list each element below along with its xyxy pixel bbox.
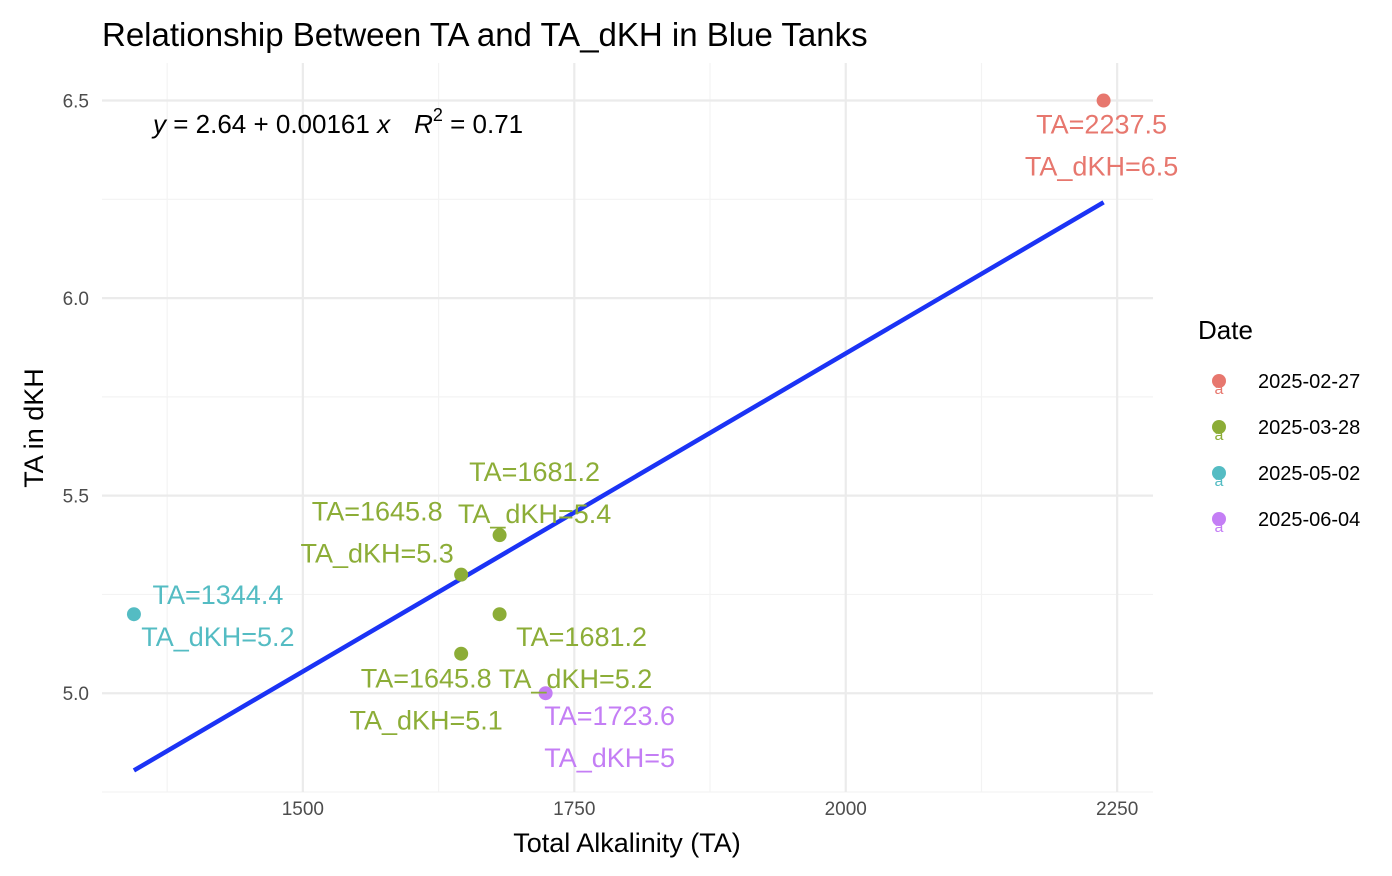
legend-label: 2025-06-04 <box>1258 509 1360 531</box>
point-label-dkh: TA_dKH=5.2 <box>499 664 652 694</box>
point-label-dkh: TA_dKH=5.2 <box>141 622 294 652</box>
eq-r-sup: 2 <box>433 105 443 125</box>
major-gridlines <box>102 63 1153 792</box>
minor-gridlines <box>102 63 1153 793</box>
x-tick-label: 1500 <box>282 799 324 820</box>
x-axis-title: Total Alkalinity (TA) <box>513 828 741 858</box>
point-label-dkh: TA_dKH=5.1 <box>349 706 502 736</box>
point-labels: TA=2237.5TA_dKH=6.5TA=1681.2TA_dKH=5.4TA… <box>141 110 1178 774</box>
y-axis-tick-labels: 5.0 5.5 6.0 6.5 <box>63 92 89 706</box>
point-label-ta: TA=1681.2 <box>469 457 600 487</box>
point-label-dkh: TA_dKH=6.5 <box>1025 152 1178 182</box>
data-point <box>126 607 141 622</box>
point-label-dkh: TA_dKH=5 <box>544 743 675 773</box>
legend-key-point <box>1212 512 1226 526</box>
data-point <box>492 528 507 543</box>
point-label-ta: TA=1723.6 <box>544 701 675 731</box>
eq-r2-value: = 0.71 <box>443 109 523 139</box>
chart-title: Relationship Between TA and TA_dKH in Bl… <box>102 16 868 53</box>
regression-line-layer <box>132 200 1105 773</box>
eq-rhs: = 2.64 + 0.00161 <box>166 109 377 139</box>
point-label-ta: TA=1344.4 <box>152 580 283 610</box>
legend-label: 2025-02-27 <box>1258 371 1360 393</box>
x-tick-label: 1750 <box>553 799 595 820</box>
data-point <box>454 567 469 582</box>
y-axis-title: TA in dKH <box>19 368 49 488</box>
data-point <box>492 607 507 622</box>
data-point <box>538 686 553 701</box>
regression-line <box>132 200 1105 773</box>
x-tick-label: 2000 <box>825 799 867 820</box>
point-label-dkh: TA_dKH=5.4 <box>458 499 611 529</box>
legend-key-point <box>1212 466 1226 480</box>
legend-key-point <box>1212 374 1226 388</box>
point-label-ta: TA=1645.8 <box>361 664 492 694</box>
data-point <box>454 646 469 661</box>
legend-key-text-glyph: a <box>1215 427 1224 444</box>
eq-r: R <box>414 109 433 139</box>
y-tick-label: 6.0 <box>63 289 89 310</box>
legend-label: 2025-03-28 <box>1258 417 1360 439</box>
y-tick-label: 5.0 <box>63 684 89 705</box>
legend-label: 2025-05-02 <box>1258 463 1360 485</box>
eq-x: x <box>375 109 391 139</box>
legend-title: Date <box>1198 315 1253 345</box>
legend-key-text-glyph: a <box>1215 381 1224 398</box>
x-tick-label: 2250 <box>1096 799 1138 820</box>
data-point <box>1096 93 1111 108</box>
legend-key-point <box>1212 420 1226 434</box>
eq-y: y <box>151 109 168 139</box>
data-points <box>126 93 1111 701</box>
regression-equation: y = 2.64 + 0.00161 x R2 = 0.71 <box>151 105 523 139</box>
point-label-ta: TA=1645.8 <box>312 497 443 527</box>
legend-key-text-glyph: a <box>1215 519 1224 536</box>
x-axis-tick-labels: 1500 1750 2000 2250 <box>282 799 1139 820</box>
point-label-ta: TA=1681.2 <box>516 622 647 652</box>
y-tick-label: 6.5 <box>63 92 89 113</box>
legend: Date a 2025-02-27 a 2025-03-28 a 2025-05-02 a 2… <box>1198 315 1360 536</box>
point-label-dkh: TA_dKH=5.3 <box>300 539 453 569</box>
y-tick-label: 5.5 <box>63 487 89 508</box>
point-label-ta: TA=2237.5 <box>1036 110 1167 140</box>
legend-key-text-glyph: a <box>1215 473 1224 490</box>
